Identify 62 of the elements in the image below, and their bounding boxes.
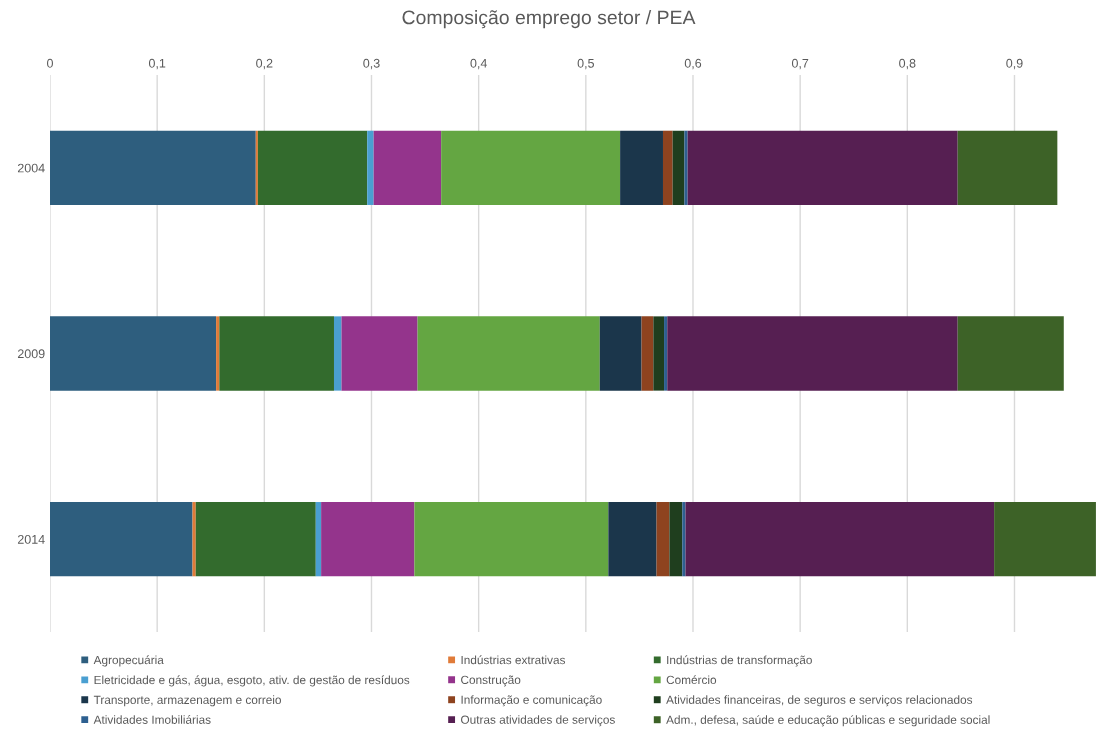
bar <box>315 502 322 577</box>
bar <box>441 130 621 205</box>
legend-label: Atividades Imobiliárias <box>93 715 211 724</box>
legend-label: Atividades financeiras, de seguros e serviços relacionados <box>666 695 973 707</box>
bar <box>219 316 334 391</box>
bar <box>216 316 220 391</box>
bar <box>341 316 418 391</box>
bar <box>684 130 688 205</box>
bar <box>994 502 1096 577</box>
bar <box>685 502 995 577</box>
legend-label: Indústrias de transformação <box>667 655 812 667</box>
x-tick-label: 0,7 <box>791 58 809 70</box>
bar <box>255 130 258 205</box>
bar <box>50 316 217 391</box>
legend-label: Adm., defesa, saúde e educação públicas e seguridade social <box>666 715 990 727</box>
legend-label: Outras atividades de serviços <box>461 715 615 727</box>
bar <box>50 130 256 205</box>
bar <box>672 130 685 205</box>
bar <box>599 316 642 391</box>
bar <box>664 316 668 391</box>
x-tick-label: 0,3 <box>363 58 380 70</box>
bar <box>641 316 654 391</box>
x-tick-label: 0 <box>47 58 53 68</box>
bar <box>667 316 958 391</box>
bar <box>656 502 670 577</box>
bar <box>417 316 600 391</box>
bar <box>669 502 683 577</box>
legend-label: Construção <box>461 675 521 687</box>
chart-title: Composição emprego setor / PEA <box>402 10 696 29</box>
bar <box>321 502 415 577</box>
x-tick-label: 0,6 <box>684 58 702 70</box>
legend-label: Transporte, armazenagem e correio <box>93 695 281 707</box>
bar <box>333 316 342 391</box>
x-tick-label: 0,2 <box>256 58 273 70</box>
bar <box>608 502 657 577</box>
x-tick-label: 0,9 <box>1006 58 1023 70</box>
bar <box>257 130 368 205</box>
y-tick-label: 2009 <box>17 349 45 359</box>
bar <box>192 502 196 577</box>
bar <box>653 316 665 391</box>
bar <box>687 130 958 205</box>
legend-label: Agropecuária <box>93 655 164 667</box>
y-tick-label: 2014 <box>17 534 45 544</box>
bar <box>682 502 686 577</box>
bar <box>957 316 1064 391</box>
x-tick-label: 0,4 <box>470 58 487 70</box>
x-tick-label: 0,5 <box>577 58 594 70</box>
y-tick-label: 2004 <box>17 163 45 173</box>
bar <box>414 502 609 577</box>
legend-label: Comércio <box>666 675 717 685</box>
bar <box>957 130 1058 205</box>
bar <box>50 502 193 577</box>
bar <box>195 502 316 577</box>
bar <box>373 130 442 205</box>
bar <box>620 130 663 205</box>
legend-label: Indústrias extrativas <box>461 655 566 665</box>
x-tick-label: 0,8 <box>899 58 916 70</box>
x-tick-label: 0,1 <box>148 58 166 70</box>
legend-label: Eletricidade e gás, água, esgoto, ativ. de gestão de resíduos <box>94 675 410 687</box>
bar <box>367 130 374 205</box>
bar <box>662 130 673 205</box>
legend-label: Informação e comunicação <box>461 695 602 707</box>
